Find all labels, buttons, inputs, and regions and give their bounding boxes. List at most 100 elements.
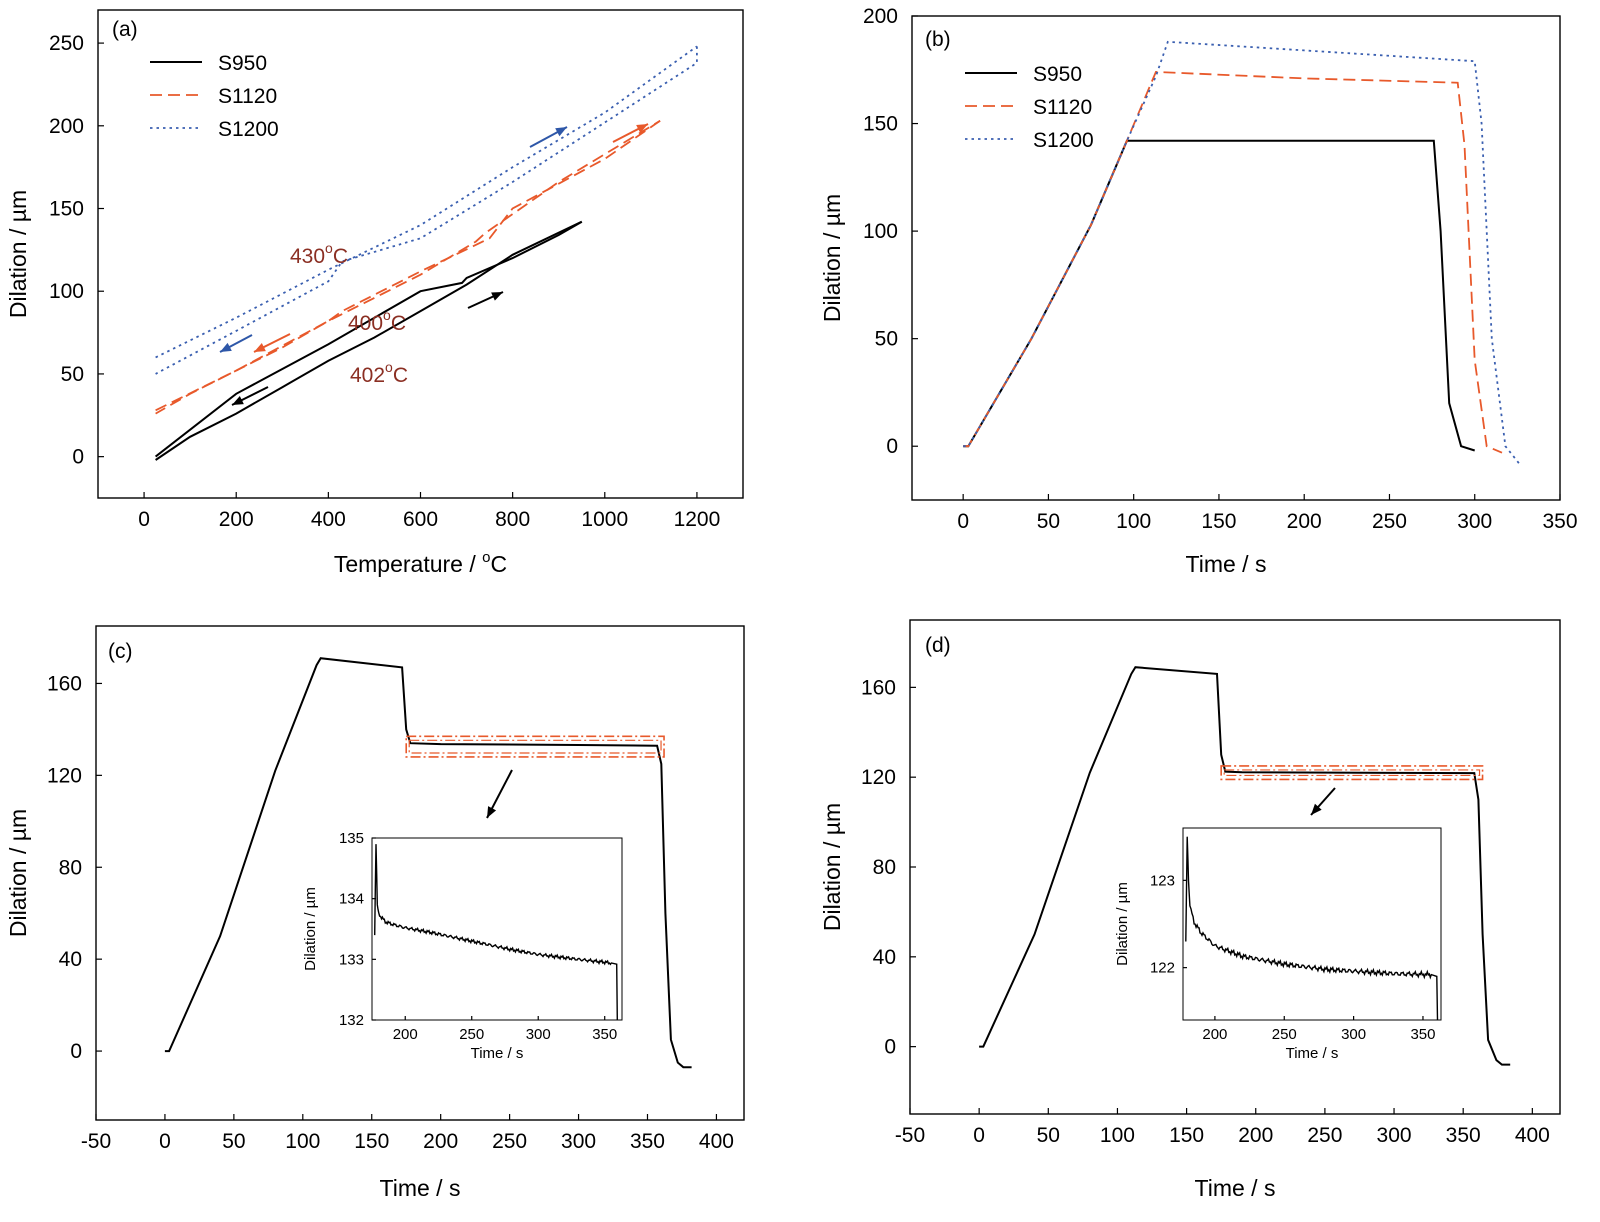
x-tick-label: 50	[1037, 1124, 1060, 1147]
y-tick-label: 100	[49, 280, 84, 303]
y-tick-label: 160	[47, 672, 82, 695]
annotation-degree: o	[325, 240, 333, 256]
x-axis-label: Temperature / oC	[334, 549, 507, 577]
y-tick-label: 0	[886, 435, 898, 458]
annotation-degree: o	[385, 359, 393, 375]
x-tick-label: 300	[1377, 1124, 1412, 1147]
y-tick-label: 150	[49, 198, 84, 221]
series-s1120	[963, 70, 1503, 454]
x-tick-label: 250	[459, 1026, 484, 1043]
x-tick-label: 0	[138, 508, 150, 531]
y-tick-label: 0	[70, 1040, 82, 1063]
x-tick-label: 250	[1372, 510, 1407, 533]
legend-label-s1200: S1200	[1033, 129, 1094, 152]
x-tick-label: 350	[592, 1026, 617, 1043]
x-axis-label-text: Temperature /	[334, 551, 482, 577]
y-axis-label: Dilation / µm	[5, 809, 31, 937]
x-tick-label: 50	[222, 1130, 245, 1153]
panel-a: 0 200 400 600 800 1000 1200 0 50 100 150 200 250 (a) T…	[5, 9, 744, 577]
x-tick-label: 0	[973, 1124, 985, 1147]
heating-arrow-s1120-head	[636, 124, 648, 134]
series-s950-cooling	[155, 220, 583, 461]
x-tick-label: 200	[423, 1130, 458, 1153]
x-tick-label: 400	[311, 508, 346, 531]
series-dilation	[164, 657, 692, 1069]
x-tick-label: -50	[895, 1124, 925, 1147]
legend-label-s950: S950	[1033, 63, 1082, 86]
y-tick-label: 100	[863, 220, 898, 243]
y-tick-label: 123	[1150, 872, 1175, 889]
x-tick-label: 300	[1457, 510, 1492, 533]
highlight-region-inner	[1223, 769, 1481, 777]
x-tick-label: 400	[1515, 1124, 1550, 1147]
y-axis-label: Dilation / µm	[819, 803, 845, 931]
y-axis-label: Dilation / µm	[819, 194, 845, 322]
x-tick-label: 800	[495, 508, 530, 531]
x-tick-label: 350	[1542, 510, 1577, 533]
y-tick-label: 80	[59, 856, 82, 879]
transformation-temperature-annotation: 430oC	[290, 240, 348, 268]
y-tick-label: 50	[61, 363, 84, 386]
x-axis-label: Time / s	[380, 1175, 461, 1201]
panel-frame	[95, 625, 745, 1121]
y-tick-label: 122	[1150, 960, 1175, 977]
panel-label: (d)	[925, 634, 951, 657]
inset-series-dilation	[374, 844, 618, 1021]
panel-label: (c)	[108, 640, 133, 663]
inset-x-axis-label: Time / s	[471, 1045, 524, 1062]
y-tick-label: 120	[861, 766, 896, 789]
y-tick-label: 250	[49, 32, 84, 55]
x-axis-label: Time / s	[1195, 1175, 1276, 1201]
x-axis-label-degree: o	[482, 549, 490, 566]
series-s1200	[963, 40, 1522, 467]
panel-c: -50 0 50 100 150 200 250 300 350 400 0 40 80 120 160 (c…	[5, 625, 745, 1201]
x-axis-label-unit: C	[491, 551, 508, 577]
annotation-unit: C	[393, 364, 408, 387]
legend-label-s1200: S1200	[218, 118, 279, 141]
inset: 200 250 300 350 132 133 134 135 Time / s Dilation…	[302, 830, 623, 1062]
annotation-unit: C	[391, 312, 406, 335]
x-tick-label: 0	[159, 1130, 171, 1153]
x-tick-label: 150	[1169, 1124, 1204, 1147]
y-axis-label: Dilation / µm	[302, 887, 319, 971]
cooling-arrow-s950-head	[232, 396, 244, 405]
x-tick-label: 300	[526, 1026, 551, 1043]
inset-frame	[1182, 827, 1442, 1021]
y-tick-label: 80	[873, 856, 896, 879]
x-tick-label: 300	[561, 1130, 596, 1153]
x-tick-label: 1000	[581, 508, 628, 531]
y-tick-label: 0	[72, 446, 84, 469]
highlight-region	[405, 735, 665, 758]
x-tick-label: 200	[393, 1026, 418, 1043]
x-tick-label: 350	[1410, 1026, 1435, 1043]
x-tick-label: 100	[285, 1130, 320, 1153]
x-tick-label: 350	[1446, 1124, 1481, 1147]
x-tick-label: 50	[1037, 510, 1060, 533]
transformation-temperature-annotation: 402oC	[350, 359, 408, 387]
x-tick-label: 300	[1341, 1026, 1366, 1043]
x-tick-label: 200	[1287, 510, 1322, 533]
y-tick-label: 200	[863, 5, 898, 28]
y-axis-label: Dilation / µm	[1114, 882, 1131, 966]
panel-label: (b)	[925, 28, 951, 51]
heating-arrow-s950-head	[491, 292, 503, 301]
annotation-value: 402	[350, 364, 385, 387]
cooling-arrow-s1120-head	[254, 343, 266, 352]
x-tick-label: 200	[1238, 1124, 1273, 1147]
legend-label-s1120: S1120	[1033, 96, 1092, 119]
x-tick-label: 250	[492, 1130, 527, 1153]
y-tick-label: 135	[339, 830, 364, 847]
highlight-region-inner	[408, 739, 662, 754]
panel-label: (a)	[112, 18, 138, 41]
y-tick-label: 133	[339, 951, 364, 968]
y-tick-label: 200	[49, 115, 84, 138]
panel-b-frame	[911, 15, 1561, 501]
annotation-value: 430	[290, 245, 325, 268]
zoom-arrow-head	[1311, 803, 1322, 815]
y-axis-label: Dilation / µm	[5, 190, 31, 318]
highlight-region	[1220, 765, 1484, 781]
x-tick-label: 0	[957, 510, 969, 533]
x-tick-label: -50	[81, 1130, 111, 1153]
cooling-arrow-s1200-head	[220, 342, 232, 352]
